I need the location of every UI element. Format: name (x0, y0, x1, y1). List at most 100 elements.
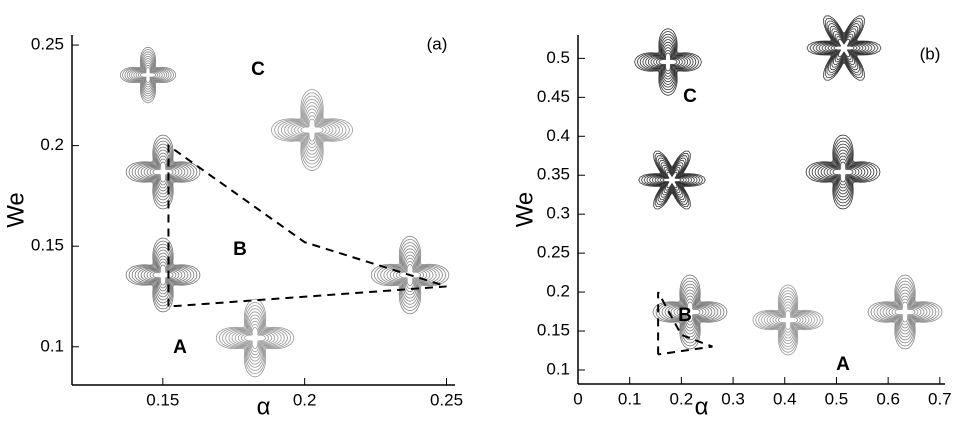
boundary-line (167, 143, 447, 308)
x-axis-label: α (257, 393, 271, 420)
pattern-contour (280, 98, 344, 162)
y-tick-label: 0.2 (40, 135, 64, 154)
pattern-icon (652, 274, 728, 350)
pattern-contour (237, 320, 273, 356)
x-tick-label: 0.2 (670, 389, 694, 408)
pattern-contour (287, 105, 337, 155)
pattern-contour (673, 295, 707, 329)
pattern-contour (373, 238, 447, 312)
pattern-icon (752, 284, 824, 356)
pattern-contour (134, 143, 192, 201)
pattern-contour (805, 134, 881, 210)
pattern-contour (125, 237, 201, 313)
pattern-contour (818, 25, 870, 71)
x-tick-label: 0.5 (825, 389, 849, 408)
pattern-contour (646, 157, 698, 203)
pattern-contour (824, 31, 864, 65)
pattern-contour (829, 158, 857, 186)
pattern-contour (137, 249, 189, 301)
pattern-contour (638, 150, 706, 210)
pattern-contour (655, 49, 681, 75)
pattern-contour (389, 254, 431, 296)
pattern-contour (775, 307, 801, 333)
pattern-contour (228, 311, 282, 365)
pattern-contour (240, 323, 270, 353)
pattern-contour (769, 301, 807, 339)
pattern-contour (140, 67, 156, 83)
pattern-contour (676, 298, 704, 326)
pattern-contour (134, 246, 192, 304)
y-tick-label: 0.25 (537, 243, 570, 262)
pattern-contour (218, 301, 292, 375)
pattern-contour (649, 159, 695, 201)
pattern-contour (640, 152, 704, 208)
pattern-icon (119, 46, 177, 104)
pattern-contour (636, 30, 700, 94)
x-tick-label: 0.4 (773, 389, 797, 408)
pattern-contour (290, 108, 334, 152)
pattern-contour (300, 118, 324, 142)
pattern-contour (128, 137, 198, 207)
pattern-contour (758, 290, 818, 350)
pattern-contour (149, 261, 177, 289)
pattern-contour (657, 167, 687, 193)
pattern-contour (146, 258, 180, 292)
pattern-contour (231, 314, 279, 362)
pattern-icon (634, 28, 702, 96)
y-tick-label: 0.45 (537, 87, 570, 106)
y-tick-label: 0.25 (31, 35, 64, 54)
x-tick-label: 0.3 (721, 389, 745, 408)
pattern-contour (821, 28, 867, 68)
pattern-contour (122, 49, 174, 101)
pattern-contour (815, 23, 873, 73)
pattern-contour (888, 295, 922, 329)
pattern-contour (386, 251, 434, 299)
y-tick-label: 0.3 (546, 204, 570, 223)
pattern-icon (867, 274, 943, 350)
pattern-contour (392, 257, 428, 293)
pattern-contour (661, 283, 719, 341)
pattern-icon (125, 237, 201, 313)
pattern-contour (766, 298, 810, 342)
pattern-contour (125, 134, 201, 210)
pattern-contour (270, 88, 354, 172)
pattern-contour (297, 115, 327, 145)
y-tick-label: 0.15 (31, 236, 64, 255)
pattern-contour (274, 92, 350, 168)
pattern-contour (755, 287, 821, 353)
pattern-icon (215, 298, 295, 378)
pattern-contour (131, 58, 165, 92)
pattern-contour (752, 284, 824, 356)
pattern-contour (772, 304, 804, 336)
pattern-contour (146, 155, 180, 189)
pattern-contour (651, 162, 693, 198)
x-tick-label: 0 (573, 389, 582, 408)
pattern-contour (882, 289, 928, 335)
pattern-contour (650, 44, 686, 80)
pattern-contour (135, 62, 161, 88)
pattern-contour (128, 55, 168, 95)
pattern-contour (642, 36, 694, 88)
pattern-contour (293, 111, 331, 149)
pattern-contour (658, 52, 678, 72)
pattern-contour (830, 36, 858, 60)
pattern-contour (778, 310, 798, 330)
pattern-contour (891, 298, 919, 326)
pattern-contour (124, 51, 172, 99)
y-tick-label: 0.1 (40, 336, 64, 355)
pattern-contour (832, 161, 854, 183)
pattern-contour (809, 17, 879, 79)
pattern-contour (763, 295, 813, 345)
pattern-contour (645, 39, 691, 85)
pattern-contour (284, 102, 340, 158)
pattern-contour (244, 327, 266, 349)
pattern-contour (383, 248, 437, 302)
y-tick-label: 0.2 (546, 282, 570, 301)
x-tick-label: 0.15 (146, 390, 179, 409)
pattern-contour (634, 28, 702, 96)
pattern-contour (376, 241, 444, 309)
x-tick-label: 0.25 (430, 390, 463, 409)
pattern-icon (806, 15, 882, 81)
y-tick-label: 0.4 (546, 126, 570, 145)
pattern-contour (812, 20, 876, 76)
